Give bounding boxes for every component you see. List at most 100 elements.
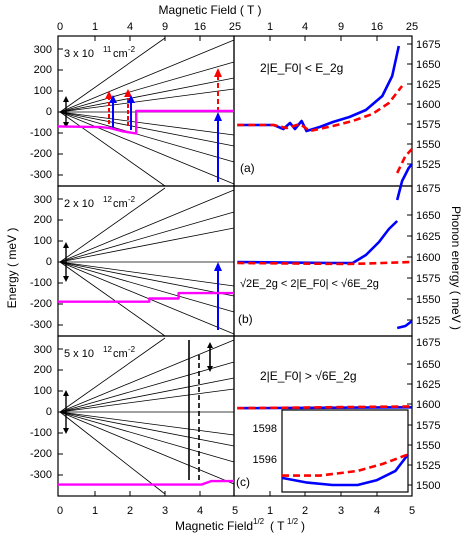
right-tick: 1575 (416, 119, 440, 131)
fan-line (59, 111, 166, 187)
bottom-axis-label: Magnetic Field 1/2 ( T 1/2 ) (175, 517, 305, 533)
fan-line (59, 411, 235, 447)
left-tick: 200 (34, 214, 52, 226)
right-tick: 1575 (416, 420, 440, 432)
left-tick: 200 (34, 64, 52, 76)
left-tick: 100 (34, 385, 52, 397)
inset-ticks: 1598 1596 (253, 423, 277, 466)
left-tick: -300 (30, 169, 52, 181)
landau-fan-b (59, 187, 235, 337)
series-line-c-left-0 (58, 479, 234, 486)
left-tick: 0 (46, 106, 52, 118)
density-unit-exp: -2 (128, 195, 136, 204)
right-tick: 1675 (416, 337, 440, 349)
top-right-tick-16: 16 (371, 21, 383, 33)
left-tick: -100 (30, 427, 52, 439)
left-ticks-panel-b: 300 200 100 0 -100 -200 -300 (30, 194, 52, 331)
left-tick: -200 (30, 448, 52, 460)
condition-label-c: 2|E_F0| > √6E_2g (260, 369, 357, 383)
tick-marks-a-right (407, 43, 412, 165)
left-tick: 300 (34, 344, 52, 356)
arrow-head-icon (214, 68, 222, 77)
arrow-head-icon (109, 95, 117, 103)
right-ticks-panel-b: 1675 1650 1625 1600 1575 1550 1525 (416, 183, 440, 327)
right-tick: 1525 (416, 159, 440, 171)
bottom-right-tick-2: 2 (302, 505, 308, 517)
density-label-b: 2 x 10 12 cm -2 (64, 195, 136, 210)
fan-line (59, 77, 235, 113)
top-tick-0: 0 (57, 21, 63, 33)
arrow-head-icon (124, 89, 132, 97)
bottom-tick-2: 2 (127, 505, 133, 517)
tick-marks-b-right (407, 214, 412, 321)
left-tick: 100 (34, 85, 52, 97)
panel-b-arrows (214, 262, 222, 330)
left-tick: -100 (30, 277, 52, 289)
series-line-a-right-3 (396, 148, 413, 174)
fan-line (59, 39, 235, 113)
series-line-b-right-2 (237, 260, 413, 266)
density-unit-exp: -2 (128, 45, 136, 54)
fan-line (59, 88, 235, 113)
condition-label-b: √2E_2g < 2|E_F0| < √6E_2g (240, 278, 379, 290)
fan-line (59, 111, 235, 147)
bottom-axis-label-unit-exp: 1/2 (287, 517, 299, 526)
left-tick: 300 (34, 44, 52, 56)
panel-a-right-frame (233, 35, 413, 187)
right-tick: 1550 (416, 139, 440, 151)
left-tick: 100 (34, 235, 52, 247)
tick-marks (58, 36, 412, 496)
right-tick: 1650 (416, 359, 440, 371)
fan-line (59, 361, 235, 413)
top-right-tick-4: 4 (302, 21, 308, 33)
panel-c-arrows (188, 340, 213, 480)
series-line-b-right-1 (396, 319, 413, 330)
density-exp: 11 (103, 45, 112, 54)
fan-line (59, 411, 235, 463)
right-axis-label: Phonon energy ( meV ) (449, 206, 463, 330)
right-tick: 1675 (416, 183, 440, 195)
top-tick-16: 16 (194, 21, 206, 33)
density-label-a: 3 x 10 11 cm -2 (64, 45, 136, 60)
density-base: 5 x 10 (64, 348, 94, 360)
fan-line (59, 411, 166, 495)
origin-arrows (63, 96, 69, 434)
inset-tick-1596: 1596 (253, 454, 277, 466)
top-right-tick-9: 9 (338, 21, 344, 33)
density-label-c: 5 x 10 12 cm -2 (64, 345, 136, 360)
bottom-tick-4: 4 (197, 505, 203, 517)
right-tick: 1650 (416, 210, 440, 222)
density-unit: cm (113, 348, 128, 360)
right-tick: 1525 (416, 315, 440, 327)
inset-frame (281, 409, 409, 493)
panel-letter-c: (c) (236, 475, 250, 489)
left-axis-label: Energy ( meV ) (5, 228, 19, 309)
bottom-right-tick-3: 3 (338, 505, 344, 517)
fan-line (59, 337, 166, 413)
right-tick: 1500 (416, 480, 440, 492)
bottom-axis-label-main: Magnetic Field (175, 519, 253, 533)
fan-line (59, 227, 235, 263)
left-tick: -300 (30, 469, 52, 481)
bottom-tick-5: 5 (232, 505, 238, 517)
inset-tick-1598: 1598 (253, 423, 277, 435)
right-tick: 1675 (416, 39, 440, 51)
fan-line (59, 261, 235, 287)
series-line-a-right-0 (237, 45, 401, 133)
bottom-axis-ticks-right: 1 2 3 4 5 (267, 505, 415, 517)
top-axis-ticks-right: 1 4 9 16 25 (267, 21, 418, 33)
left-ticks-panel-c: 300 200 100 0 -100 -200 -300 (30, 344, 52, 481)
fan-line (59, 111, 235, 185)
fan-line (59, 211, 235, 263)
fan-line (59, 261, 166, 337)
fan-line (59, 339, 235, 413)
left-tick: 300 (34, 194, 52, 206)
panel-c-right-frame (233, 335, 413, 497)
bottom-right-tick-1: 1 (267, 505, 273, 517)
bottom-tick-1: 1 (92, 505, 98, 517)
arrow-head-icon (214, 112, 222, 121)
right-tick: 1600 (416, 99, 440, 111)
series-line-a-right-2 (237, 85, 404, 133)
series-line-a-left-0 (57, 109, 234, 135)
fan-line (59, 261, 235, 335)
